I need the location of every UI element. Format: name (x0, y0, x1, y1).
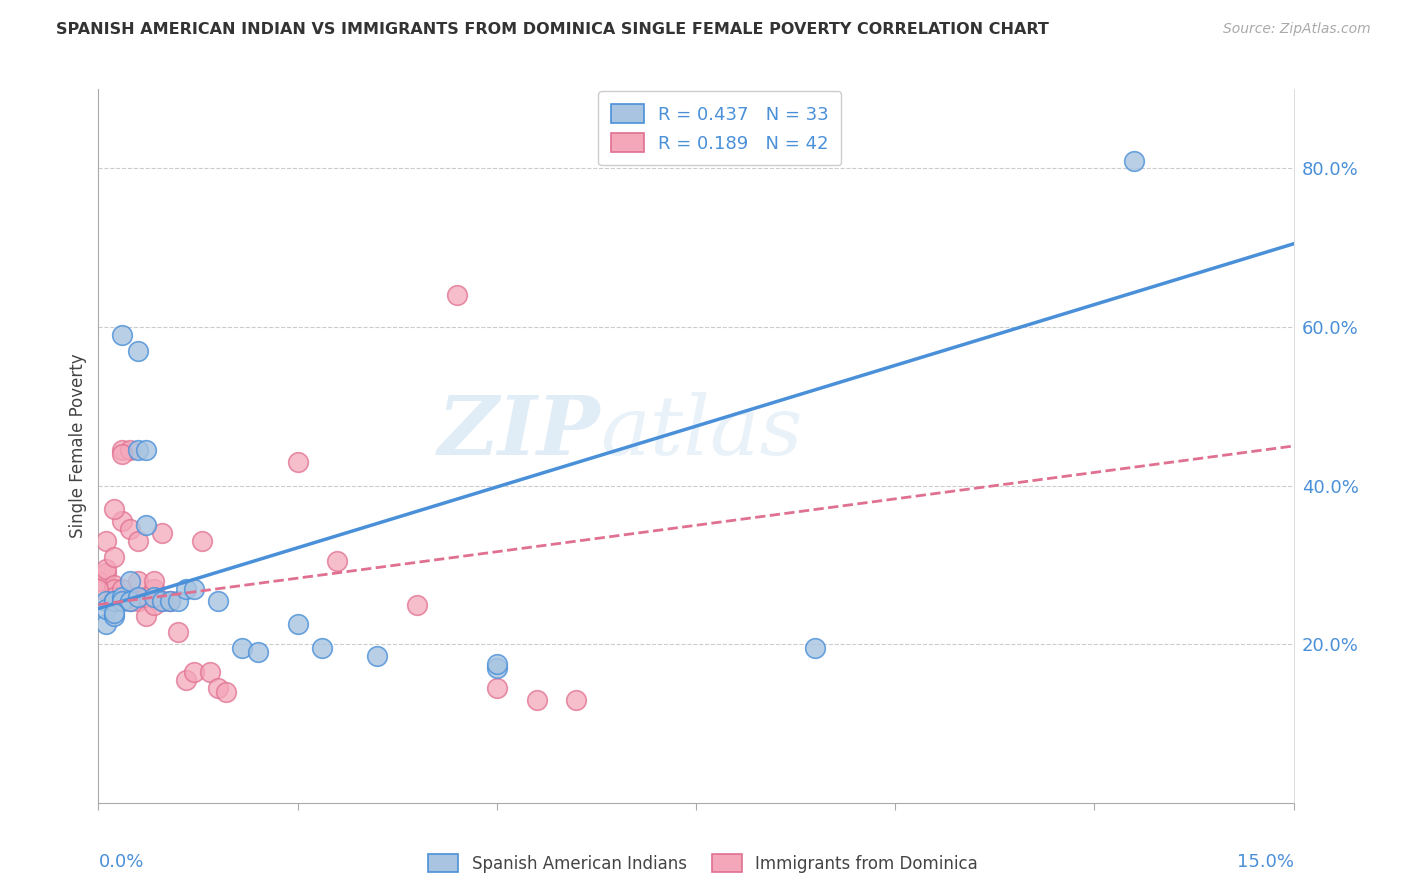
Point (246, 645, 269, 659)
Point (111, 514, 134, 528)
Point (287, 617, 309, 632)
Point (111, 590, 134, 604)
Point (183, 665, 205, 679)
Point (111, 582, 134, 596)
Point (311, 641, 333, 656)
Point (120, 593, 142, 607)
Point (485, 661, 508, 675)
Point (406, 598, 429, 612)
Point (120, 442, 142, 457)
Point (103, 590, 125, 604)
Point (103, 593, 125, 607)
Point (174, 582, 197, 596)
Text: Source: ZipAtlas.com: Source: ZipAtlas.com (1223, 22, 1371, 37)
Point (485, 681, 508, 695)
Point (103, 578, 125, 592)
Point (135, 518, 157, 533)
Point (120, 522, 142, 536)
Point (804, 641, 827, 656)
Point (485, 657, 508, 671)
Point (135, 442, 157, 457)
Point (215, 685, 238, 699)
Text: atlas: atlas (600, 392, 803, 472)
Text: 0.0%: 0.0% (98, 853, 143, 871)
Point (127, 343, 149, 358)
Point (103, 606, 125, 620)
Point (174, 673, 197, 687)
Point (127, 442, 149, 457)
Point (287, 455, 309, 469)
Point (87, 574, 110, 588)
Point (183, 582, 205, 596)
Point (526, 692, 548, 706)
Point (150, 593, 173, 607)
Point (96, 593, 118, 607)
Point (120, 593, 142, 607)
Point (103, 609, 125, 624)
Point (103, 502, 125, 516)
Point (127, 534, 149, 549)
Point (111, 593, 134, 607)
Point (143, 590, 166, 604)
Y-axis label: Single Female Poverty: Single Female Poverty (69, 354, 87, 538)
Point (159, 593, 181, 607)
Point (135, 609, 157, 624)
Point (127, 593, 149, 607)
Point (326, 554, 349, 568)
Point (96, 562, 118, 576)
Point (143, 598, 166, 612)
Point (191, 534, 214, 549)
Text: ZIP: ZIP (437, 392, 600, 472)
Point (143, 582, 166, 596)
Point (111, 447, 134, 461)
Point (96, 601, 118, 615)
Point (366, 649, 388, 664)
Point (1123, 153, 1146, 168)
Point (96, 534, 118, 549)
Legend: R = 0.437   N = 33, R = 0.189   N = 42: R = 0.437 N = 33, R = 0.189 N = 42 (599, 91, 841, 165)
Point (103, 593, 125, 607)
Point (120, 574, 142, 588)
Point (87, 582, 110, 596)
Point (150, 593, 173, 607)
Point (96, 617, 118, 632)
Point (207, 593, 229, 607)
Point (103, 582, 125, 596)
Point (167, 593, 190, 607)
Point (111, 328, 134, 343)
Point (96, 566, 118, 580)
Point (127, 590, 149, 604)
Point (143, 574, 166, 588)
Point (446, 288, 468, 302)
Point (207, 681, 229, 695)
Point (135, 590, 157, 604)
Point (150, 526, 173, 541)
Point (111, 442, 134, 457)
Legend: Spanish American Indians, Immigrants from Dominica: Spanish American Indians, Immigrants fro… (422, 847, 984, 880)
Point (167, 625, 190, 640)
Point (565, 692, 588, 706)
Text: SPANISH AMERICAN INDIAN VS IMMIGRANTS FROM DOMINICA SINGLE FEMALE POVERTY CORREL: SPANISH AMERICAN INDIAN VS IMMIGRANTS FR… (56, 22, 1049, 37)
Point (231, 641, 253, 656)
Point (198, 665, 221, 679)
Text: 15.0%: 15.0% (1236, 853, 1294, 871)
Point (159, 593, 181, 607)
Point (127, 574, 149, 588)
Point (103, 549, 125, 564)
